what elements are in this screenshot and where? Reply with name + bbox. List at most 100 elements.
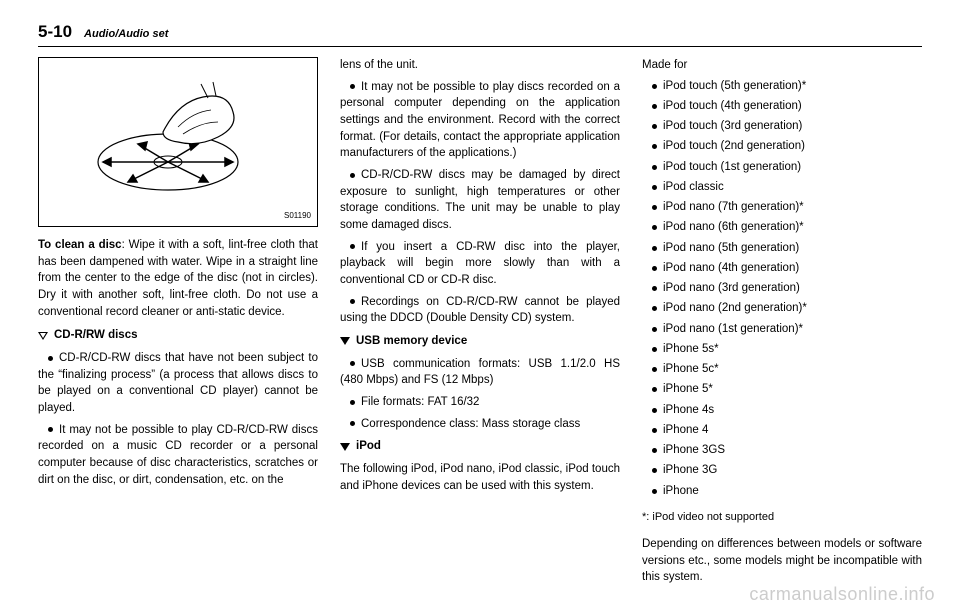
device-list-item: iPod touch (5th generation)* [642, 78, 922, 95]
bullet-icon [652, 84, 657, 89]
bullet-icon [350, 244, 355, 249]
device-name: iPod nano (1st generation)* [663, 321, 803, 338]
device-name: iPod nano (5th generation) [663, 240, 799, 257]
device-list-item: iPod nano (1st generation)* [642, 321, 922, 338]
bullet-icon [48, 356, 53, 361]
lens-continuation: lens of the unit. [340, 57, 620, 74]
device-list-item: iPhone 3GS [642, 442, 922, 459]
device-list-item: iPhone 5s* [642, 341, 922, 358]
clean-disc-para: To clean a disc: Wipe it with a soft, li… [38, 237, 318, 320]
device-name: iPhone 4 [663, 422, 708, 439]
device-list-item: iPod touch (2nd generation) [642, 138, 922, 155]
made-for-label: Made for [642, 57, 922, 74]
bullet-icon [652, 428, 657, 433]
device-name: iPod nano (4th generation) [663, 260, 799, 277]
triangle-down-icon [340, 337, 350, 345]
section-title: Audio/Audio set [84, 28, 168, 40]
device-list-item: iPhone 4s [642, 402, 922, 419]
bullet-icon [652, 246, 657, 251]
usb-bullet-3: Correspondence class: Mass storage class [340, 416, 620, 433]
col2-bullet-4: Recordings on CD-R/CD-RW cannot be playe… [340, 294, 620, 327]
device-list-item: iPod nano (4th generation) [642, 260, 922, 277]
figure-code: S01190 [284, 210, 311, 222]
bullet-icon [652, 266, 657, 271]
device-name: iPod touch (2nd generation) [663, 138, 805, 155]
device-list-item: iPod classic [642, 179, 922, 196]
bullet-icon [652, 185, 657, 190]
device-name: iPod touch (3rd generation) [663, 118, 802, 135]
device-name: iPod classic [663, 179, 724, 196]
disc-illustration [83, 72, 273, 212]
col1-bullet-1: CD-R/CD-RW discs that have not been subj… [38, 350, 318, 417]
device-name: iPhone 5c* [663, 361, 719, 378]
bullet-icon [350, 361, 355, 366]
col2-bullet-3: If you insert a CD-RW disc into the play… [340, 239, 620, 289]
content-columns: S01190 To clean a disc: Wipe it with a s… [38, 57, 922, 577]
device-name: iPod nano (7th generation)* [663, 199, 804, 216]
column-1: S01190 To clean a disc: Wipe it with a s… [38, 57, 318, 577]
device-name: iPod touch (1st generation) [663, 159, 801, 176]
triangle-down-icon [340, 443, 350, 451]
device-list-item: iPhone [642, 483, 922, 500]
device-list-item: iPod nano (3rd generation) [642, 280, 922, 297]
device-name: iPhone 3G [663, 462, 717, 479]
bullet-icon [652, 367, 657, 372]
bullet-icon [652, 306, 657, 311]
col1-bullet-2: It may not be possible to play CD-R/CD-R… [38, 422, 318, 489]
bullet-icon [652, 124, 657, 129]
bullet-icon [652, 286, 657, 291]
cdrw-heading: CD-R/RW discs [38, 327, 318, 344]
device-name: iPhone [663, 483, 699, 500]
bullet-icon [48, 427, 53, 432]
device-list-item: iPod touch (1st generation) [642, 159, 922, 176]
usb-heading: USB memory device [340, 333, 620, 350]
bullet-icon [350, 400, 355, 405]
bullet-icon [350, 299, 355, 304]
column-3: Made for iPod touch (5th generation)* iPo… [642, 57, 922, 577]
manual-page: 5-10 Audio/Audio set [0, 0, 960, 611]
device-list-item: iPod touch (4th generation) [642, 98, 922, 115]
page-header: 5-10 Audio/Audio set [38, 22, 922, 42]
device-list-item: iPod touch (3rd generation) [642, 118, 922, 135]
bullet-icon [652, 347, 657, 352]
device-name: iPhone 3GS [663, 442, 725, 459]
bullet-icon [652, 225, 657, 230]
bullet-icon [652, 104, 657, 109]
device-list-item: iPod nano (7th generation)* [642, 199, 922, 216]
usb-bullet-2: File formats: FAT 16/32 [340, 394, 620, 411]
bullet-icon [350, 421, 355, 426]
device-name: iPhone 5* [663, 381, 713, 398]
device-name: iPod nano (2nd generation)* [663, 300, 807, 317]
device-name: iPhone 4s [663, 402, 714, 419]
clean-disc-bold: To clean a disc [38, 239, 122, 251]
bullet-icon [652, 408, 657, 413]
col2-bullet-1: It may not be possible to play discs rec… [340, 79, 620, 162]
bullet-icon [652, 489, 657, 494]
device-list-item: iPod nano (2nd generation)* [642, 300, 922, 317]
disc-cleaning-figure: S01190 [38, 57, 318, 227]
device-list-item: iPhone 5* [642, 381, 922, 398]
triangle-outline-icon [38, 332, 48, 340]
device-name: iPod nano (6th generation)* [663, 219, 804, 236]
column-2: lens of the unit. It may not be possible… [340, 57, 620, 577]
watermark: carmanualsonline.info [749, 584, 935, 605]
header-rule [38, 46, 922, 47]
ipod-footnote: *: iPod video not supported [642, 510, 922, 526]
usb-bullet-1: USB communication formats: USB 1.1/2.0 H… [340, 356, 620, 389]
bullet-icon [652, 327, 657, 332]
device-name: iPhone 5s* [663, 341, 719, 358]
bullet-icon [652, 468, 657, 473]
device-list-item: iPhone 3G [642, 462, 922, 479]
device-list-item: iPhone 5c* [642, 361, 922, 378]
bullet-icon [652, 144, 657, 149]
device-name: iPod touch (4th generation) [663, 98, 802, 115]
bullet-icon [652, 448, 657, 453]
bullet-icon [350, 173, 355, 178]
col2-bullet-2: CD-R/CD-RW discs may be damaged by direc… [340, 167, 620, 234]
device-name: iPod nano (3rd generation) [663, 280, 800, 297]
device-list-item: iPod nano (5th generation) [642, 240, 922, 257]
device-list-item: iPhone 4 [642, 422, 922, 439]
device-name: iPod touch (5th generation)* [663, 78, 806, 95]
bullet-icon [652, 387, 657, 392]
cdrw-heading-text: CD-R/RW discs [54, 327, 138, 344]
